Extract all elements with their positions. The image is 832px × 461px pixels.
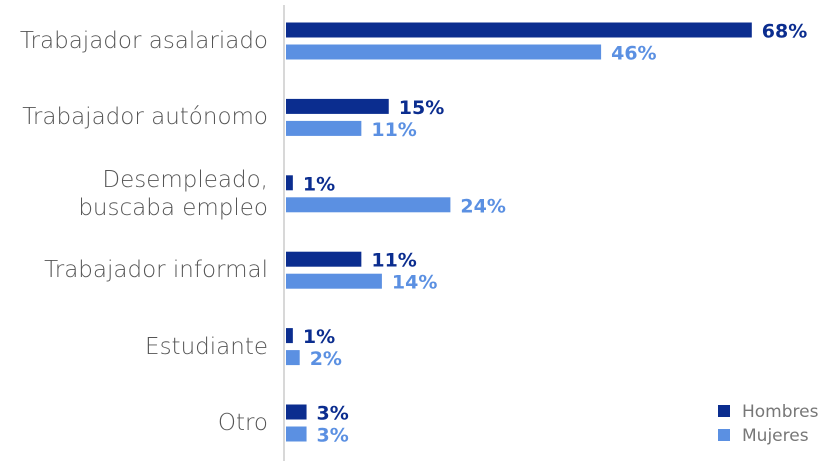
bar	[286, 44, 602, 60]
category-label: Estudiante	[145, 333, 268, 360]
legend-label: Hombres	[742, 402, 819, 422]
value-label: 14%	[392, 272, 437, 294]
bar	[286, 328, 293, 344]
value-label: 24%	[460, 195, 505, 217]
value-label: 3%	[317, 403, 349, 425]
value-label: 2%	[310, 348, 342, 370]
category-label: Trabajador autónomo	[22, 104, 268, 131]
value-label: 46%	[611, 43, 656, 65]
bar	[286, 404, 307, 420]
value-label: 11%	[371, 250, 416, 272]
bar	[286, 251, 362, 267]
bar	[286, 98, 389, 114]
legend-swatch	[718, 405, 730, 417]
category-label: Desempleado, buscaba empleo	[78, 166, 268, 221]
bar	[286, 22, 752, 38]
legend-swatch	[718, 429, 730, 441]
value-label: 1%	[303, 326, 335, 348]
value-label: 15%	[399, 97, 444, 119]
category-label: Otro	[217, 410, 268, 436]
value-label: 68%	[762, 21, 807, 43]
bar	[286, 197, 451, 213]
category-label: Trabajador informal	[44, 257, 268, 284]
bar	[286, 426, 307, 442]
value-label: 1%	[303, 173, 335, 195]
value-label: 3%	[317, 425, 349, 447]
bar	[286, 175, 293, 191]
bar	[286, 120, 362, 136]
legend-label: Mujeres	[742, 426, 809, 446]
bar	[286, 350, 300, 366]
value-label: 11%	[371, 119, 416, 141]
bar	[286, 273, 382, 289]
category-label: Trabajador asalariado	[19, 28, 268, 54]
